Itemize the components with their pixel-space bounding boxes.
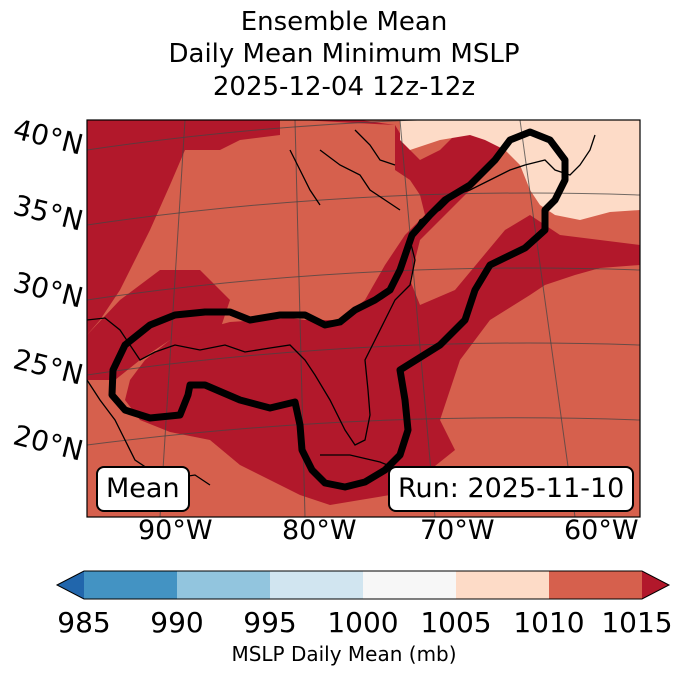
- colorbar-extend-low: [57, 571, 84, 599]
- run-date-box: Run: 2025-11-10: [388, 466, 635, 512]
- lon-label-80w: 80°W: [282, 515, 357, 546]
- colorbar-seg-995-1000: [270, 571, 363, 599]
- colorbar-seg-1005-1010: [456, 571, 549, 599]
- colorbar-tick-985: 985: [57, 606, 111, 639]
- colorbar-seg-985-990: [84, 571, 177, 599]
- region-1005-1010: [400, 120, 640, 220]
- colorbar-tick-1015: 1015: [601, 606, 673, 639]
- colorbar-seg-990-995: [177, 571, 270, 599]
- colorbar-tick-990: 990: [150, 606, 204, 639]
- pressure-map: [86, 119, 641, 518]
- lon-label-70w: 70°W: [420, 515, 495, 546]
- colorbar-tick-1005: 1005: [420, 606, 492, 639]
- colorbar-tick-1010: 1010: [513, 606, 585, 639]
- colorbar-extend-high: [642, 571, 669, 599]
- map-frame: [86, 119, 641, 518]
- colorbar-tick-995: 995: [243, 606, 297, 639]
- region-above-1015-main: [125, 120, 640, 505]
- lon-label-90w: 90°W: [138, 515, 213, 546]
- colorbar-seg-1000-1005: [363, 571, 456, 599]
- title-line-2: Daily Mean Minimum MSLP: [168, 39, 520, 69]
- lon-label-60w: 60°W: [564, 515, 639, 546]
- colorbar-label: MSLP Daily Mean (mb): [231, 642, 457, 666]
- latitude-gridlines: [87, 120, 640, 446]
- colorbar-tick-1000: 1000: [327, 606, 399, 639]
- colorbar-seg-1010-1015: [549, 571, 642, 599]
- pressure-contour: [108, 128, 569, 491]
- region-above-1015: [87, 120, 280, 335]
- title-line-3: 2025-12-04 12z-12z: [212, 72, 476, 102]
- colorbar-outline: [55, 570, 671, 600]
- mean-label-box: Mean: [96, 466, 190, 512]
- title-line-1: Ensemble Mean: [240, 7, 448, 37]
